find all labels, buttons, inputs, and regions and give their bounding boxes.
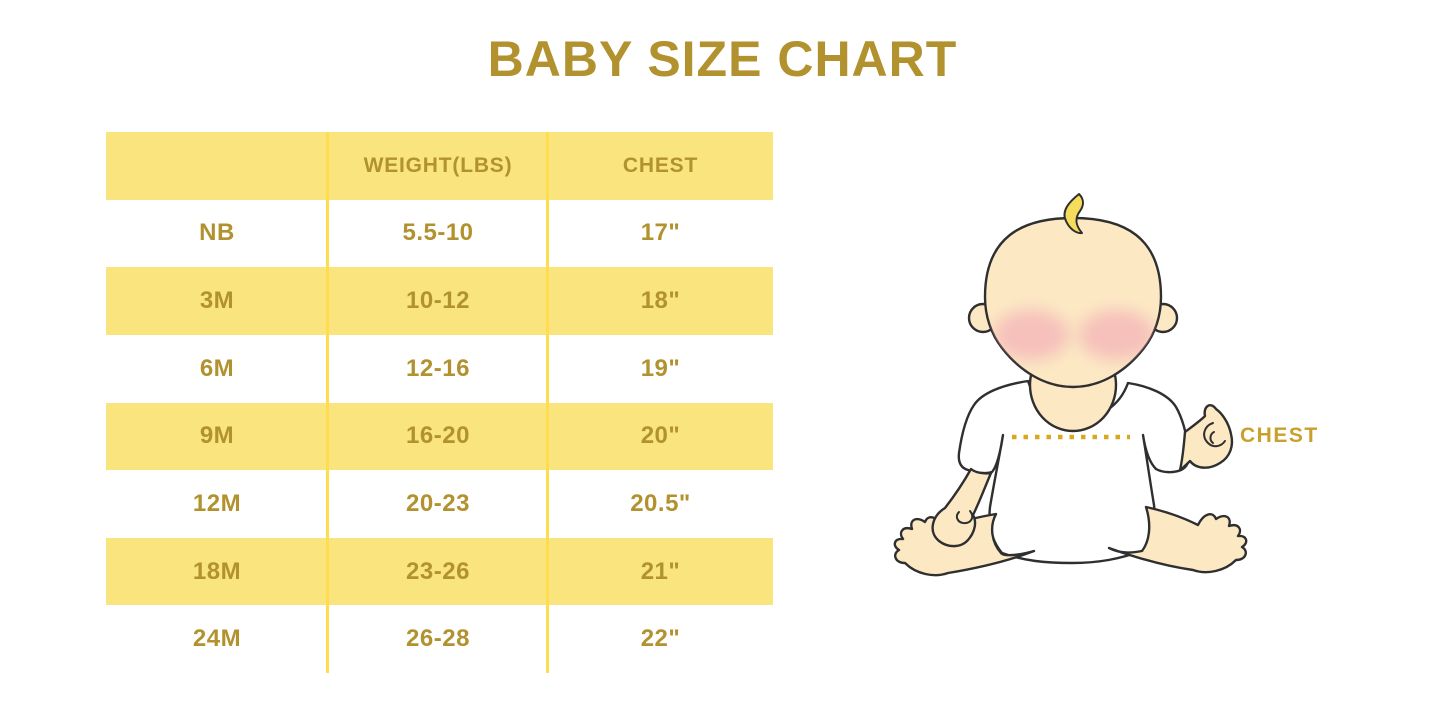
size-cell: 3M [199, 287, 235, 315]
size-table: WEIGHT(LBS) CHEST NB 5.5-10 17" 3M 10-12… [106, 132, 773, 673]
chest-cell: 21" [640, 557, 681, 585]
chest-cell: 20" [640, 422, 681, 450]
baby-illustration [893, 193, 1248, 577]
baby-right-arm [1178, 404, 1234, 472]
table-row: NB 5.5-10 17" [106, 200, 773, 268]
weight-cell: 5.5-10 [402, 219, 474, 247]
page-title: BABY SIZE CHART [487, 31, 958, 87]
table-header-row: WEIGHT(LBS) CHEST [106, 132, 773, 200]
baby-right-hand-fingers [1203, 422, 1226, 448]
weight-cell: 12-16 [406, 354, 470, 382]
weight-cell: 16-20 [406, 422, 470, 450]
table-row: 9M 16-20 20" [106, 402, 773, 471]
baby-hair-curl [1063, 193, 1084, 235]
header-chest: CHEST [622, 153, 699, 177]
weight-cell: 10-12 [406, 287, 470, 315]
baby-cheeks [993, 310, 1155, 360]
chest-cell: 17" [640, 219, 681, 247]
weight-cell: 23-26 [406, 557, 470, 585]
column-divider [546, 132, 549, 673]
chest-cell: 19" [640, 354, 681, 382]
chest-cell: 18" [640, 287, 681, 315]
chest-cell: 20.5" [630, 489, 691, 517]
weight-cell: 26-28 [406, 625, 470, 653]
size-cell: NB [199, 219, 235, 247]
size-cell: 24M [192, 625, 242, 653]
table-row: 18M 23-26 21" [106, 537, 773, 606]
size-cell: 18M [192, 557, 242, 585]
baby-left-arm [931, 467, 993, 548]
chest-measure-label: CHEST [1240, 424, 1319, 447]
size-cell: 9M [199, 422, 235, 450]
header-weight: WEIGHT(LBS) [363, 153, 513, 177]
table-row: 24M 26-28 22" [106, 605, 773, 673]
size-cell: 12M [192, 489, 242, 517]
chest-cell: 22" [640, 625, 681, 653]
baby-head [983, 216, 1163, 389]
table-row: 6M 12-16 19" [106, 335, 773, 403]
weight-cell: 20-23 [406, 489, 470, 517]
table-row: 3M 10-12 18" [106, 267, 773, 335]
column-divider [326, 132, 329, 673]
size-cell: 6M [199, 354, 235, 382]
table-row: 12M 20-23 20.5" [106, 470, 773, 538]
baby-right-leg [1107, 505, 1248, 574]
baby-left-hand-fingers [955, 510, 974, 525]
